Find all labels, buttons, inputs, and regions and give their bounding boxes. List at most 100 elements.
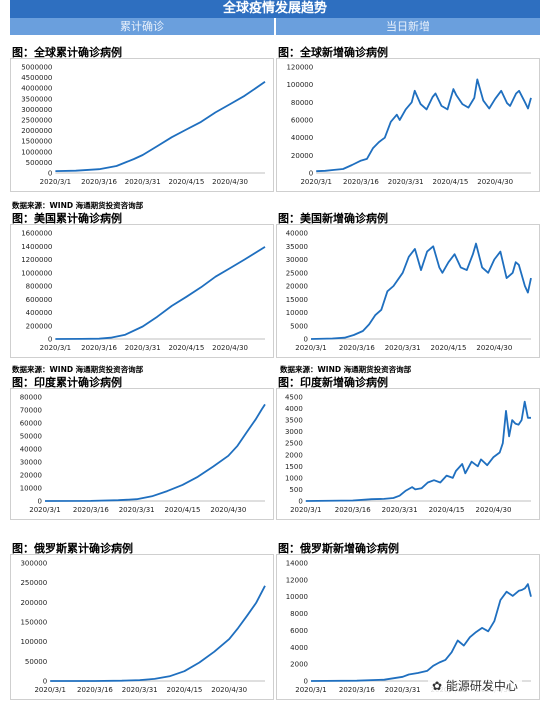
watermark: ✿ 能源研发中心 — [428, 676, 522, 695]
x-tick-label: 2020/3/31 — [122, 686, 158, 694]
x-tick-label: 2020/4/30 — [476, 506, 512, 514]
y-tick-label: 500 — [289, 486, 302, 494]
banner-title: 全球疫情发展趋势 — [10, 0, 540, 18]
y-tick-label: 150000 — [20, 619, 47, 627]
series-line — [55, 246, 266, 340]
source-note: 数据来源：WIND 海通期货投资咨询部 — [280, 365, 412, 374]
y-tick-label: 3500000 — [21, 95, 52, 103]
y-tick-label: 30000 — [20, 459, 42, 467]
y-tick-label: 10000 — [20, 485, 42, 493]
x-tick-label: 2020/3/1 — [295, 344, 326, 352]
y-tick-label: 4000000 — [21, 85, 52, 93]
panel-russia-cumulative: 图：俄罗斯累计确诊病例 0 50000 100000 150000 200000 2500… — [10, 540, 274, 700]
y-tick-label: 400000 — [26, 309, 53, 317]
y-tick-label: 4500000 — [21, 74, 52, 82]
y-tick-label: 500000 — [26, 159, 53, 167]
y-tick-label: 3000000 — [21, 106, 52, 114]
y-tick-label: 200000 — [20, 599, 47, 607]
source-note: 数据来源：WIND 海通期货投资咨询部 — [12, 201, 144, 210]
y-tick-label: 6000 — [290, 627, 308, 635]
x-tick-label: 2020/3/16 — [77, 686, 113, 694]
y-tick-label: 1000000 — [21, 269, 52, 277]
x-tick-label: 2020/4/15 — [168, 178, 204, 186]
y-tick-label: 30000 — [286, 256, 308, 264]
x-tick-label: 2020/4/30 — [476, 344, 512, 352]
x-tick-label: 2020/3/16 — [339, 686, 375, 694]
y-tick-label: 3500 — [285, 417, 303, 425]
x-tick-label: 2020/3/1 — [29, 506, 60, 514]
y-tick-label: 60000 — [291, 117, 313, 125]
chart-title: 图：全球累计确诊病例 — [12, 46, 122, 59]
x-tick-label: 2020/4/15 — [168, 344, 204, 352]
x-tick-label: 2020/3/31 — [125, 344, 161, 352]
y-tick-label: 100000 — [20, 638, 47, 646]
series-line — [55, 81, 266, 172]
x-tick-label: 2020/3/31 — [125, 178, 161, 186]
y-tick-label: 5000000 — [21, 64, 52, 72]
y-tick-label: 2500 — [285, 440, 303, 448]
chart-title: 图：印度累计确诊病例 — [12, 376, 122, 389]
y-tick-label: 0 — [304, 336, 308, 344]
y-tick-label: 0 — [304, 678, 308, 686]
y-tick-label: 250000 — [20, 579, 47, 587]
y-tick-label: 2000000 — [21, 127, 52, 135]
x-tick-label: 2020/3/1 — [290, 506, 321, 514]
y-tick-label: 800000 — [26, 283, 53, 291]
series-line — [44, 403, 266, 502]
panel-us-new: 图：美国新增确诊病例 0 5000 10000 15000 20000 25000 3000… — [276, 210, 540, 358]
chart-title: 图：印度新增确诊病例 — [278, 376, 388, 389]
y-tick-label: 8000 — [290, 610, 308, 618]
x-tick-label: 2020/4/30 — [477, 178, 513, 186]
y-tick-label: 600000 — [26, 296, 53, 304]
y-tick-label: 2000 — [285, 451, 303, 459]
y-tick-label: 2000 — [290, 661, 308, 669]
x-tick-label: 2020/3/16 — [339, 344, 375, 352]
x-tick-label: 2020/3/31 — [385, 344, 421, 352]
x-tick-label: 2020/4/15 — [429, 506, 465, 514]
chart-title: 图：美国新增确诊病例 — [278, 212, 388, 225]
y-tick-label: 200000 — [26, 322, 53, 330]
x-tick-label: 2020/4/30 — [212, 178, 248, 186]
y-tick-label: 1600000 — [21, 230, 52, 238]
y-tick-label: 4500 — [285, 394, 303, 402]
chart-title: 图：俄罗斯累计确诊病例 — [12, 542, 133, 555]
us-cumulative-chart: 0 200000 400000 600000 800000 1000000 1200000 1… — [21, 230, 266, 352]
series-line — [316, 78, 532, 173]
x-tick-label: 2020/3/1 — [40, 344, 71, 352]
panel-global-cumulative: 图：全球累计确诊病例 0 500000 1000000 1500000 2000000 2… — [10, 44, 274, 192]
panel-us-cumulative: 图：美国累计确诊病例 0 200000 400000 600000 800000 1000… — [10, 210, 274, 358]
y-tick-label: 1000000 — [21, 148, 52, 156]
y-tick-label: 10000 — [286, 593, 308, 601]
watermark-text: 能源研发中心 — [445, 679, 518, 693]
y-tick-label: 0 — [43, 678, 47, 686]
russia-cumulative-chart: 0 50000 100000 150000 200000 250000 300000 2020… — [20, 560, 266, 694]
x-tick-label: 2020/4/30 — [210, 506, 246, 514]
y-tick-label: 60000 — [20, 420, 42, 428]
y-tick-label: 14000 — [286, 560, 308, 568]
y-tick-label: 1500 — [285, 463, 303, 471]
y-tick-label: 4000 — [290, 644, 308, 652]
banner: 全球疫情发展趋势 累计确诊 当日新增 — [10, 0, 540, 36]
global-new-chart: 0 20000 40000 60000 80000 100000 120000 2020/3/… — [286, 64, 532, 186]
us-new-chart: 0 5000 10000 15000 20000 25000 30000 35000 40000… — [286, 230, 532, 352]
y-tick-label: 80000 — [291, 99, 313, 107]
y-tick-label: 100000 — [286, 81, 313, 89]
x-tick-label: 2020/4/15 — [166, 686, 202, 694]
y-tick-label: 0 — [298, 498, 302, 506]
india-new-chart: 0 500 1000 1500 2000 2500 3000 3500 4000 4500 2020… — [285, 394, 531, 514]
y-tick-label: 0 — [38, 498, 42, 506]
series-line — [310, 583, 532, 682]
y-tick-label: 1200000 — [21, 256, 52, 264]
y-tick-label: 50000 — [20, 433, 42, 441]
x-tick-label: 2020/3/31 — [382, 506, 418, 514]
y-tick-label: 40000 — [291, 134, 313, 142]
y-tick-label: 0 — [48, 336, 52, 344]
chart-title: 图：俄罗斯新增确诊病例 — [278, 542, 399, 555]
y-tick-label: 20000 — [291, 152, 313, 160]
y-tick-label: 120000 — [286, 64, 313, 72]
panel-global-new: 图：全球新增确诊病例 0 20000 40000 60000 80000 100000 12… — [276, 44, 540, 192]
y-tick-label: 50000 — [25, 658, 47, 666]
global-cumulative-chart: 0 500000 1000000 1500000 2000000 2500000 30000… — [21, 64, 266, 186]
y-tick-label: 0 — [48, 170, 52, 178]
y-tick-label: 15000 — [286, 296, 308, 304]
